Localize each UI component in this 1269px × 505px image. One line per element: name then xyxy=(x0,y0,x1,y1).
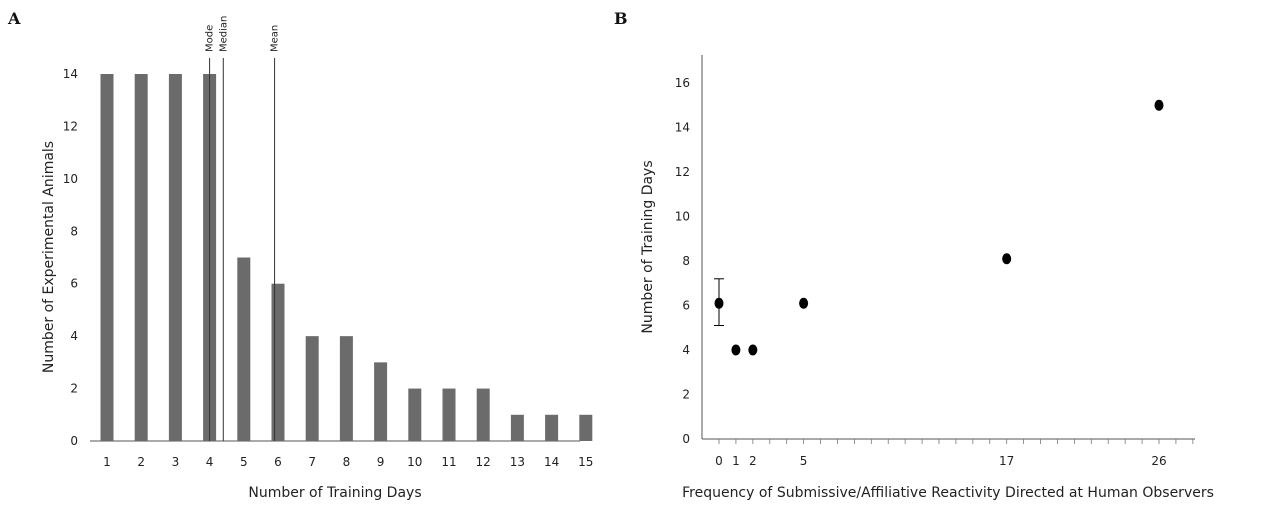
bar-6 xyxy=(271,283,285,441)
x-tick-label: 8 xyxy=(343,455,351,469)
bar-8 xyxy=(339,336,353,441)
x-tick-label: 10 xyxy=(407,455,422,469)
x-tick-label: 13 xyxy=(510,455,525,469)
y-tick-label: 12 xyxy=(63,119,78,133)
bar-12 xyxy=(476,388,490,441)
data-point-2 xyxy=(731,344,741,356)
x-tick-label: 5 xyxy=(240,455,248,469)
y-tick-label: 10 xyxy=(675,210,690,224)
x-tick-label: 11 xyxy=(441,455,456,469)
panel-b-x-ticks: 0 1 2 5 17 26 xyxy=(715,439,1194,468)
bar-13 xyxy=(510,414,524,441)
y-tick-label: 2 xyxy=(70,382,78,396)
x-tick-label: 1 xyxy=(732,454,740,468)
bar-9 xyxy=(374,362,388,441)
panel-a-bars xyxy=(100,74,593,441)
y-tick-label: 2 xyxy=(682,388,690,402)
x-tick-label: 9 xyxy=(377,455,385,469)
x-tick-label: 4 xyxy=(206,455,214,469)
panel-a-y-ticks: 0 2 4 6 8 10 12 14 xyxy=(63,67,78,448)
y-tick-label: 6 xyxy=(70,277,78,291)
panel-a-x-ticks: 1 2 3 4 5 6 7 8 9 10 11 12 13 14 15 xyxy=(103,455,593,469)
x-tick-label: 7 xyxy=(308,455,316,469)
y-tick-label: 14 xyxy=(675,121,690,135)
y-tick-label: 12 xyxy=(675,165,690,179)
x-tick-label: 26 xyxy=(1151,454,1166,468)
panel-b-x-axis-title: Frequency of Submissive/Affiliative Reac… xyxy=(682,485,1214,501)
x-tick-label: 6 xyxy=(274,455,282,469)
y-tick-label: 0 xyxy=(70,434,78,448)
bar-2 xyxy=(134,74,148,441)
data-point-5 xyxy=(1002,253,1012,265)
y-tick-label: 10 xyxy=(63,172,78,186)
x-tick-label: 5 xyxy=(800,454,808,468)
bar-3 xyxy=(168,74,182,441)
bar-5 xyxy=(237,257,251,441)
panel-b-label: B xyxy=(614,9,628,28)
reference-label-mean: Mean xyxy=(270,25,281,52)
y-tick-label: 4 xyxy=(682,343,690,357)
bar-15 xyxy=(579,414,593,441)
panel-b-y-ticks: 0 2 4 6 8 10 12 14 16 xyxy=(675,76,690,446)
reference-label-mode: Mode xyxy=(205,25,216,52)
data-point-6 xyxy=(1154,99,1164,111)
bar-10 xyxy=(408,388,422,441)
x-tick-label: 14 xyxy=(544,455,559,469)
bar-7 xyxy=(305,336,319,441)
y-tick-label: 0 xyxy=(682,432,690,446)
panel-a-y-axis-title: Number of Experimental Animals xyxy=(41,141,57,373)
x-tick-label: 3 xyxy=(172,455,180,469)
bar-11 xyxy=(442,388,456,441)
panel-b-y-axis-title: Number of Training Days xyxy=(640,160,656,333)
x-tick-label: 12 xyxy=(476,455,491,469)
y-tick-label: 8 xyxy=(70,224,78,238)
bar-1 xyxy=(100,74,114,441)
reference-label-median: Median xyxy=(218,16,229,52)
x-tick-label: 15 xyxy=(578,455,593,469)
data-point-1 xyxy=(714,297,724,309)
panel-b-points xyxy=(714,99,1164,356)
panel-a-label: A xyxy=(7,9,21,28)
y-tick-label: 8 xyxy=(682,254,690,268)
x-tick-label: 1 xyxy=(103,455,111,469)
y-tick-label: 14 xyxy=(63,67,78,81)
x-tick-label: 17 xyxy=(999,454,1014,468)
y-tick-label: 4 xyxy=(70,329,78,343)
panel-a-x-axis-title: Number of Training Days xyxy=(248,485,421,501)
data-point-4 xyxy=(799,297,809,309)
x-tick-label: 2 xyxy=(749,454,757,468)
y-tick-label: 16 xyxy=(675,76,690,90)
data-point-3 xyxy=(748,344,758,356)
panel-a-reference-lines: Mode Median Mean xyxy=(205,16,281,441)
y-tick-label: 6 xyxy=(682,299,690,313)
x-tick-label: 2 xyxy=(137,455,145,469)
bar-14 xyxy=(545,414,559,441)
x-tick-label: 0 xyxy=(715,454,723,468)
